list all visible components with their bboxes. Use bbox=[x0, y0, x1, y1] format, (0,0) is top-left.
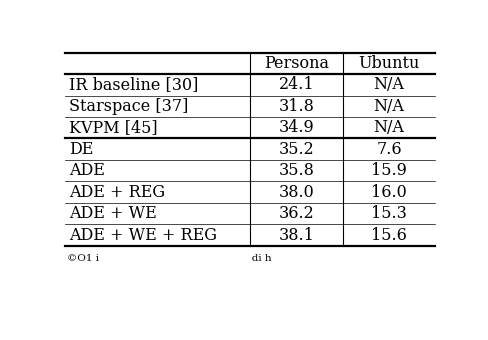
Text: 7.6: 7.6 bbox=[376, 141, 402, 158]
Text: 15.3: 15.3 bbox=[371, 205, 407, 222]
Text: DE: DE bbox=[69, 141, 94, 158]
Text: 15.9: 15.9 bbox=[371, 162, 407, 179]
Text: Persona: Persona bbox=[264, 55, 329, 72]
Text: Ubuntu: Ubuntu bbox=[358, 55, 420, 72]
Text: 34.9: 34.9 bbox=[279, 119, 314, 136]
Text: 31.8: 31.8 bbox=[279, 98, 314, 115]
Text: 35.8: 35.8 bbox=[279, 162, 314, 179]
Text: 36.2: 36.2 bbox=[279, 205, 314, 222]
Text: 35.2: 35.2 bbox=[279, 141, 314, 158]
Text: ADE + WE: ADE + WE bbox=[69, 205, 157, 222]
Text: 15.6: 15.6 bbox=[371, 226, 407, 243]
Text: ©O1 i                                               di h: ©O1 i di h bbox=[67, 254, 271, 262]
Text: IR baseline [30]: IR baseline [30] bbox=[69, 76, 199, 93]
Text: 38.1: 38.1 bbox=[279, 226, 314, 243]
Text: ADE + REG: ADE + REG bbox=[69, 184, 165, 201]
Text: ADE: ADE bbox=[69, 162, 105, 179]
Text: Starspace [37]: Starspace [37] bbox=[69, 98, 189, 115]
Text: N/A: N/A bbox=[374, 76, 405, 93]
Text: 16.0: 16.0 bbox=[371, 184, 407, 201]
Text: N/A: N/A bbox=[374, 98, 405, 115]
Text: KVPM [45]: KVPM [45] bbox=[69, 119, 158, 136]
Text: ADE + WE + REG: ADE + WE + REG bbox=[69, 226, 217, 243]
Text: 38.0: 38.0 bbox=[279, 184, 314, 201]
Text: 24.1: 24.1 bbox=[279, 76, 314, 93]
Text: N/A: N/A bbox=[374, 119, 405, 136]
